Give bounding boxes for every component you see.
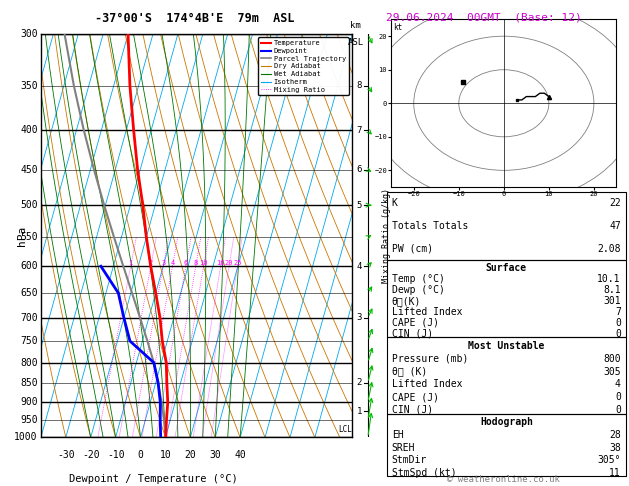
Text: 6: 6 — [357, 165, 362, 174]
Text: 4: 4 — [357, 262, 362, 271]
Text: 800: 800 — [20, 358, 38, 367]
Legend: Temperature, Dewpoint, Parcel Trajectory, Dry Adiabat, Wet Adiabat, Isotherm, Mi: Temperature, Dewpoint, Parcel Trajectory… — [258, 37, 348, 95]
Text: 400: 400 — [20, 125, 38, 136]
Text: LCL: LCL — [338, 425, 352, 434]
Text: 600: 600 — [20, 261, 38, 271]
Text: 305: 305 — [603, 366, 621, 377]
Text: 0: 0 — [615, 329, 621, 339]
Text: 0: 0 — [615, 318, 621, 328]
Text: hPa: hPa — [17, 226, 27, 246]
Text: 1000: 1000 — [14, 433, 38, 442]
Text: 450: 450 — [20, 165, 38, 175]
Text: 0: 0 — [138, 450, 143, 459]
Text: Dewp (°C): Dewp (°C) — [392, 285, 445, 295]
Text: 20: 20 — [184, 450, 196, 459]
Text: -30: -30 — [57, 450, 75, 459]
Text: 750: 750 — [20, 336, 38, 346]
Text: SREH: SREH — [392, 443, 415, 452]
Text: 4: 4 — [615, 379, 621, 389]
Text: 3: 3 — [357, 313, 362, 322]
Text: 7: 7 — [615, 307, 621, 317]
Text: 10: 10 — [199, 260, 208, 266]
Text: 300: 300 — [20, 29, 38, 39]
Text: 500: 500 — [20, 200, 38, 210]
Text: CIN (J): CIN (J) — [392, 405, 433, 415]
Text: CAPE (J): CAPE (J) — [392, 318, 439, 328]
Text: kt: kt — [394, 23, 403, 32]
Text: StmSpd (kt): StmSpd (kt) — [392, 468, 457, 478]
Text: 2: 2 — [357, 379, 362, 387]
Text: θᴄ (K): θᴄ (K) — [392, 366, 427, 377]
Text: 4: 4 — [170, 260, 175, 266]
Text: CIN (J): CIN (J) — [392, 329, 433, 339]
Text: 7: 7 — [357, 126, 362, 135]
Text: 0: 0 — [615, 392, 621, 402]
Text: km: km — [350, 21, 361, 30]
Text: 30: 30 — [209, 450, 221, 459]
Text: 305°: 305° — [598, 455, 621, 465]
Text: 1: 1 — [128, 260, 133, 266]
Text: 550: 550 — [20, 232, 38, 242]
Text: 700: 700 — [20, 313, 38, 323]
Text: 0: 0 — [615, 405, 621, 415]
Text: K: K — [392, 198, 398, 208]
Text: Dewpoint / Temperature (°C): Dewpoint / Temperature (°C) — [69, 474, 237, 484]
Text: 2: 2 — [148, 260, 153, 266]
Text: Surface: Surface — [486, 263, 527, 273]
Text: ASL: ASL — [348, 38, 364, 47]
Text: 3: 3 — [161, 260, 165, 266]
Text: Mixing Ratio (g/kg): Mixing Ratio (g/kg) — [382, 188, 391, 283]
Text: -37°00'S  174°4B'E  79m  ASL: -37°00'S 174°4B'E 79m ASL — [95, 12, 295, 25]
Text: Temp (°C): Temp (°C) — [392, 274, 445, 284]
Text: © weatheronline.co.uk: © weatheronline.co.uk — [447, 474, 560, 484]
Text: 8: 8 — [357, 81, 362, 90]
Text: 10: 10 — [160, 450, 171, 459]
Text: 5: 5 — [357, 201, 362, 209]
Text: 950: 950 — [20, 415, 38, 425]
Text: -10: -10 — [107, 450, 125, 459]
Text: 16: 16 — [216, 260, 225, 266]
Text: 1: 1 — [357, 407, 362, 416]
Text: PW (cm): PW (cm) — [392, 244, 433, 254]
Text: Most Unstable: Most Unstable — [468, 341, 545, 351]
Text: 650: 650 — [20, 288, 38, 298]
Text: 20: 20 — [225, 260, 233, 266]
Text: CAPE (J): CAPE (J) — [392, 392, 439, 402]
Text: 850: 850 — [20, 378, 38, 388]
Text: 10.1: 10.1 — [598, 274, 621, 284]
Text: 8: 8 — [194, 260, 198, 266]
Text: -20: -20 — [82, 450, 99, 459]
Text: 40: 40 — [234, 450, 246, 459]
Text: Lifted Index: Lifted Index — [392, 379, 462, 389]
Text: 28: 28 — [609, 430, 621, 440]
Text: 350: 350 — [20, 81, 38, 91]
Text: Hodograph: Hodograph — [480, 417, 533, 428]
Text: 800: 800 — [603, 354, 621, 364]
Text: 301: 301 — [603, 296, 621, 306]
Text: 47: 47 — [609, 221, 621, 231]
Text: 29.06.2024  00GMT  (Base: 12): 29.06.2024 00GMT (Base: 12) — [386, 12, 582, 22]
Text: 22: 22 — [609, 198, 621, 208]
Text: StmDir: StmDir — [392, 455, 427, 465]
Text: Totals Totals: Totals Totals — [392, 221, 468, 231]
Text: 25: 25 — [233, 260, 242, 266]
Text: EH: EH — [392, 430, 404, 440]
Text: 11: 11 — [609, 468, 621, 478]
Text: 38: 38 — [609, 443, 621, 452]
Text: 900: 900 — [20, 397, 38, 407]
Text: 2.08: 2.08 — [598, 244, 621, 254]
Text: 6: 6 — [184, 260, 188, 266]
Text: θᴄ(K): θᴄ(K) — [392, 296, 421, 306]
Text: Pressure (mb): Pressure (mb) — [392, 354, 468, 364]
Text: 8.1: 8.1 — [603, 285, 621, 295]
Text: Lifted Index: Lifted Index — [392, 307, 462, 317]
